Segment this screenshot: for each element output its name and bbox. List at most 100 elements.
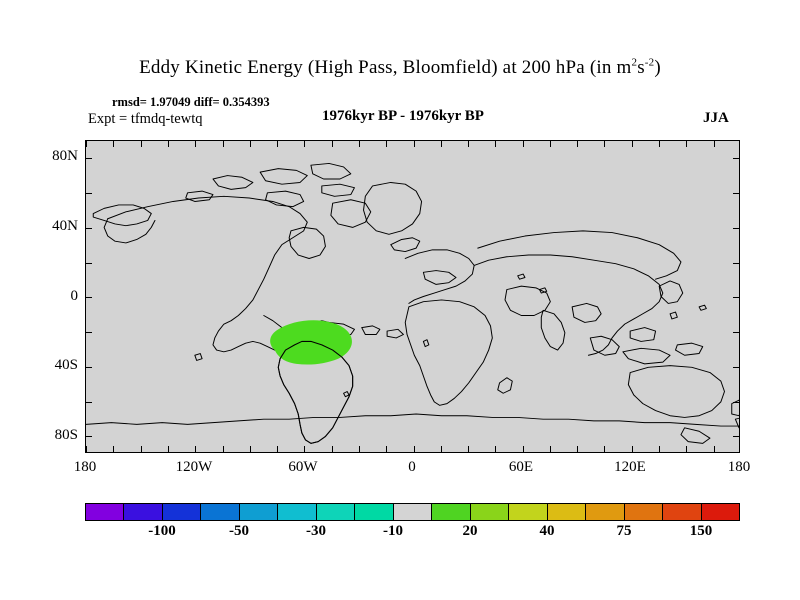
x-tick <box>86 446 87 452</box>
y-tick <box>86 297 92 298</box>
x-tick-top <box>550 141 551 147</box>
colorbar-tick-label: 20 <box>462 523 478 539</box>
y-axis-label-text: 40N <box>52 218 78 234</box>
x-tick <box>604 446 605 452</box>
x-tick <box>495 446 496 452</box>
x-tick <box>523 446 524 452</box>
colorbar-segment-3 <box>201 504 240 520</box>
x-tick <box>659 446 660 452</box>
y-tick-right <box>733 402 739 403</box>
title-exponent-1: 2 <box>631 56 638 69</box>
x-axis-label: 180 <box>73 459 97 475</box>
x-tick-top <box>250 141 251 147</box>
colorbar-segment-1 <box>124 504 163 520</box>
y-tick-right <box>733 193 739 194</box>
colorbar-tick-label: 75 <box>616 523 632 539</box>
x-tick-top <box>113 141 114 147</box>
x-tick-top <box>495 141 496 147</box>
title-text-main: Eddy Kinetic Energy (High Pass, Bloomfie… <box>139 57 632 78</box>
x-tick <box>632 446 633 452</box>
colorbar-segment-5 <box>278 504 317 520</box>
y-axis-label-text: 80N <box>52 148 78 164</box>
colorbar-segment-6 <box>316 504 356 520</box>
x-tick-top <box>386 141 387 147</box>
x-tick <box>686 446 687 452</box>
y-tick-right <box>733 367 739 368</box>
title-exponent-2: -2 <box>644 56 655 69</box>
x-tick-top <box>223 141 224 147</box>
shaded-anomaly-region <box>270 320 352 365</box>
x-axis-label: 0 <box>408 459 416 475</box>
colorbar-segment-10 <box>470 504 510 520</box>
x-tick-top <box>168 141 169 147</box>
x-axis-label: 180 <box>727 459 751 475</box>
x-tick <box>250 446 251 452</box>
colorbar-tick-label: 40 <box>539 523 555 539</box>
x-tick <box>468 446 469 452</box>
x-tick-top <box>739 141 740 147</box>
y-tick-right <box>733 332 739 333</box>
x-tick-top <box>277 141 278 147</box>
x-axis-label: 120W <box>175 459 213 475</box>
colorbar-segment-7 <box>355 504 394 520</box>
y-tick-right <box>733 297 739 298</box>
x-tick <box>113 446 114 452</box>
y-tick-right <box>733 158 739 159</box>
colorbar-tick-label: -10 <box>383 523 403 539</box>
x-tick-top <box>86 141 87 147</box>
y-tick <box>86 263 92 264</box>
x-tick <box>141 446 142 452</box>
y-tick <box>86 228 92 229</box>
y-tick <box>86 436 92 437</box>
x-tick-top <box>414 141 415 147</box>
y-tick <box>86 193 92 194</box>
x-tick <box>386 446 387 452</box>
x-tick <box>550 446 551 452</box>
x-tick-top <box>686 141 687 147</box>
experiment-annotation: Expt = tfmdq-tewtq <box>88 111 203 127</box>
colorbar-tick-label: -100 <box>148 523 176 539</box>
colorbar-segment-8 <box>393 504 433 520</box>
x-tick-top <box>604 141 605 147</box>
colorbar-segment-12 <box>547 504 587 520</box>
colorbar-segment-13 <box>586 504 625 520</box>
y-tick <box>86 332 92 333</box>
y-tick <box>86 367 92 368</box>
y-axis-label-text: 0 <box>70 288 79 304</box>
y-tick <box>86 158 92 159</box>
title-text-end: ) <box>654 57 661 78</box>
rmsd-annotation: rmsd= 1.97049 diff= 0.354393 <box>112 95 270 109</box>
x-tick-top <box>195 141 196 147</box>
colorbar-segment-2 <box>162 504 202 520</box>
x-tick-top <box>659 141 660 147</box>
season-annotation: JJA <box>703 110 729 126</box>
x-tick <box>739 446 740 452</box>
map-plot-area <box>85 140 740 453</box>
x-tick <box>168 446 169 452</box>
x-tick-top <box>714 141 715 147</box>
x-tick-top <box>332 141 333 147</box>
x-tick <box>577 446 578 452</box>
y-tick-right <box>733 228 739 229</box>
x-tick-top <box>523 141 524 147</box>
x-tick-top <box>359 141 360 147</box>
y-tick <box>86 402 92 403</box>
y-axis-label-text: 40S <box>54 357 78 373</box>
colorbar-segment-15 <box>663 504 702 520</box>
x-tick <box>441 446 442 452</box>
x-tick-top <box>441 141 442 147</box>
colorbar-segment-4 <box>239 504 279 520</box>
colorbar-segment-16 <box>701 504 739 520</box>
x-tick-top <box>577 141 578 147</box>
colorbar <box>85 503 740 521</box>
x-tick <box>359 446 360 452</box>
x-axis-label: 120E <box>614 459 646 475</box>
x-tick <box>304 446 305 452</box>
x-tick-top <box>468 141 469 147</box>
x-tick-top <box>304 141 305 147</box>
y-tick-right <box>733 263 739 264</box>
x-tick <box>714 446 715 452</box>
colorbar-segment-11 <box>509 504 548 520</box>
x-tick-top <box>141 141 142 147</box>
